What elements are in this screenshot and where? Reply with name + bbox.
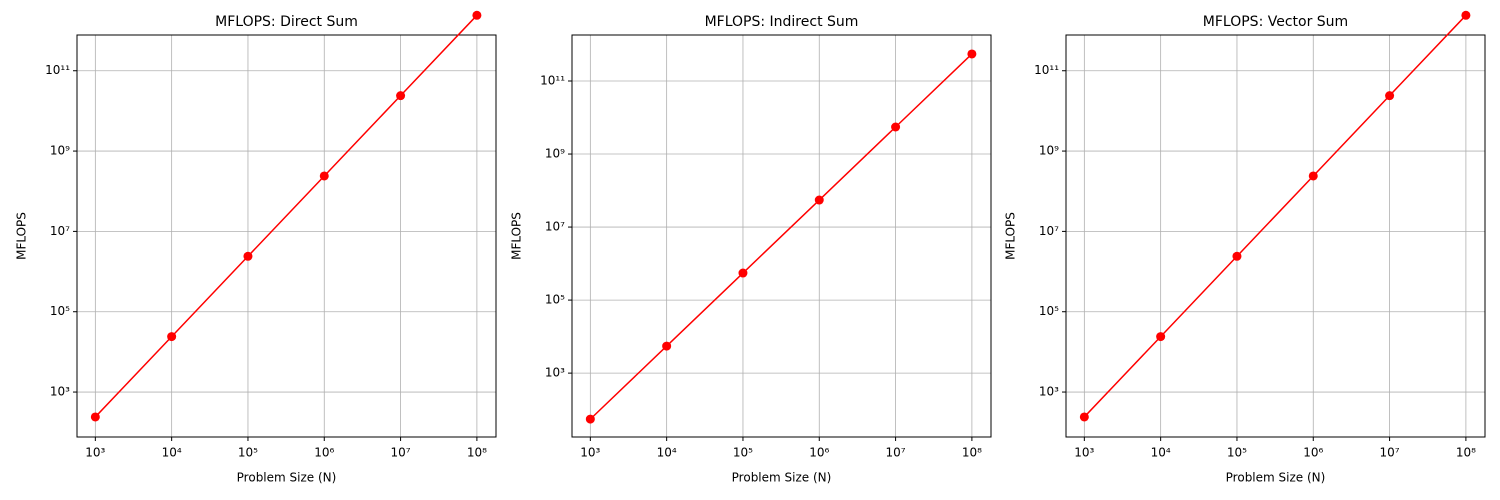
plot-frame xyxy=(1065,34,1486,438)
x-tick-label: 10⁴ xyxy=(1151,446,1171,460)
data-line xyxy=(94,14,478,418)
x-tick-label: 10⁶ xyxy=(314,446,334,460)
x-tick-label: 10⁶ xyxy=(1303,446,1323,460)
x-axis-label: Problem Size (N) xyxy=(237,471,337,485)
data-point xyxy=(1385,91,1395,101)
y-tick-label: 10⁹ xyxy=(1039,144,1059,158)
y-tick-label: 10¹¹ xyxy=(1034,63,1059,77)
y-axis-label: MFLOPS xyxy=(1004,212,1018,260)
plot-frame xyxy=(76,34,497,438)
data-point xyxy=(967,49,977,59)
data-point xyxy=(585,414,595,424)
y-axis-label: MFLOPS xyxy=(510,212,524,260)
data-point xyxy=(1308,171,1318,181)
data-point xyxy=(243,251,253,261)
x-axis-label: Problem Size (N) xyxy=(1226,471,1326,485)
x-tick-label: 10⁵ xyxy=(733,446,753,460)
y-tick-label: 10⁷ xyxy=(50,224,70,238)
x-tick-label: 10⁴ xyxy=(657,446,677,460)
data-point xyxy=(891,122,901,132)
chart-title: MFLOPS: Indirect Sum xyxy=(705,14,859,30)
data-point xyxy=(662,341,672,351)
data-point xyxy=(738,268,748,278)
data-point xyxy=(167,332,177,342)
data-line xyxy=(1083,14,1467,418)
x-tick-label: 10⁷ xyxy=(391,446,411,460)
y-tick-label: 10³ xyxy=(1039,385,1059,399)
y-tick-label: 10¹¹ xyxy=(45,63,70,77)
x-tick-label: 10³ xyxy=(85,446,105,460)
data-point xyxy=(90,412,100,422)
y-tick-label: 10⁹ xyxy=(545,147,565,161)
x-tick-label: 10⁸ xyxy=(1456,446,1476,460)
y-tick-label: 10⁹ xyxy=(50,144,70,158)
data-point xyxy=(472,10,482,20)
data-point xyxy=(1461,10,1471,20)
y-tick-label: 10⁷ xyxy=(1039,224,1059,238)
y-tick-label: 10³ xyxy=(50,385,70,399)
x-tick-label: 10³ xyxy=(1074,446,1094,460)
chart-title: MFLOPS: Direct Sum xyxy=(215,14,358,30)
data-point xyxy=(1232,251,1242,261)
y-tick-label: 10⁵ xyxy=(545,293,565,307)
data-point xyxy=(396,91,406,101)
y-axis-label: MFLOPS xyxy=(15,212,29,260)
x-tick-label: 10⁸ xyxy=(467,446,487,460)
x-tick-label: 10⁴ xyxy=(162,446,182,460)
y-tick-label: 10⁷ xyxy=(545,220,565,234)
x-tick-label: 10⁶ xyxy=(809,446,829,460)
plot-frame xyxy=(571,34,992,438)
y-tick-label: 10⁵ xyxy=(1039,304,1059,318)
data-point xyxy=(1079,412,1089,422)
x-tick-label: 10⁷ xyxy=(886,446,906,460)
data-line xyxy=(589,53,973,420)
y-tick-label: 10³ xyxy=(545,366,565,380)
data-point xyxy=(814,195,824,205)
x-tick-label: 10⁸ xyxy=(962,446,982,460)
x-tick-label: 10⁵ xyxy=(238,446,258,460)
chart-title: MFLOPS: Vector Sum xyxy=(1203,14,1348,30)
y-tick-label: 10⁵ xyxy=(50,304,70,318)
data-point xyxy=(319,171,329,181)
data-point xyxy=(1156,332,1166,342)
x-axis-label: Problem Size (N) xyxy=(732,471,832,485)
y-tick-label: 10¹¹ xyxy=(540,74,565,88)
x-tick-label: 10⁵ xyxy=(1227,446,1247,460)
x-tick-label: 10³ xyxy=(580,446,600,460)
x-tick-label: 10⁷ xyxy=(1380,446,1400,460)
